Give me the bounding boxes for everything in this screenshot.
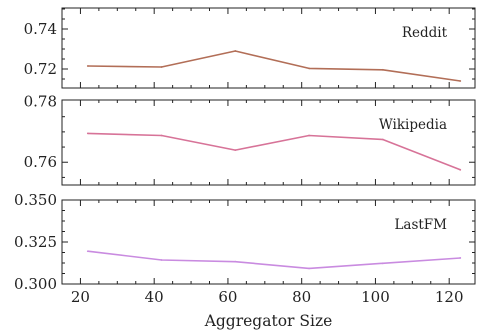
data-point-wikipedia <box>234 149 237 151</box>
y-tick-label: 0.74 <box>24 20 57 38</box>
series-line-wikipedia <box>87 132 461 171</box>
y-tick-label: 0.76 <box>24 153 57 171</box>
data-point-wikipedia <box>160 134 163 137</box>
panel-frame-1 <box>61 7 476 89</box>
panel-label-lastfm: LastFM <box>394 217 447 233</box>
data-point-wikipedia <box>308 134 310 137</box>
panel-label-reddit: Reddit <box>402 25 448 41</box>
series-line-lastfm <box>87 250 461 270</box>
data-point-reddit <box>160 66 163 68</box>
data-point-lastfm <box>234 260 237 263</box>
data-point-reddit <box>459 80 462 82</box>
x-tick-label: 120 <box>435 288 464 306</box>
data-point-lastfm <box>459 257 462 259</box>
panel-frame-3 <box>61 199 476 285</box>
data-point-lastfm <box>160 259 163 261</box>
x-tick-label: 60 <box>218 288 237 306</box>
x-tick-label: 80 <box>292 288 311 306</box>
y-tick-label: 0.350 <box>14 191 57 209</box>
data-point-reddit <box>381 68 384 71</box>
data-point-reddit <box>234 50 237 52</box>
panel-frame-2 <box>61 99 476 186</box>
x-axis-title: Aggregator Size <box>204 312 333 330</box>
y-tick-label: 0.325 <box>14 233 57 251</box>
y-tick-label: 0.78 <box>24 93 57 111</box>
data-point-lastfm <box>86 250 89 253</box>
x-tick-label: 100 <box>361 288 390 306</box>
data-point-reddit <box>308 67 310 70</box>
data-point-lastfm <box>308 267 310 270</box>
series-line-reddit <box>87 50 461 82</box>
data-point-wikipedia <box>381 138 384 141</box>
data-point-lastfm <box>381 262 384 265</box>
data-point-reddit <box>86 65 89 67</box>
y-tick-label: 0.72 <box>24 60 57 78</box>
panel-label-wikipedia: Wikipedia <box>379 117 447 133</box>
y-tick-label: 0.300 <box>14 275 57 293</box>
data-point-wikipedia <box>86 132 89 135</box>
x-tick-label: 40 <box>145 288 164 306</box>
data-point-wikipedia <box>459 168 462 171</box>
x-tick-label: 20 <box>71 288 90 306</box>
